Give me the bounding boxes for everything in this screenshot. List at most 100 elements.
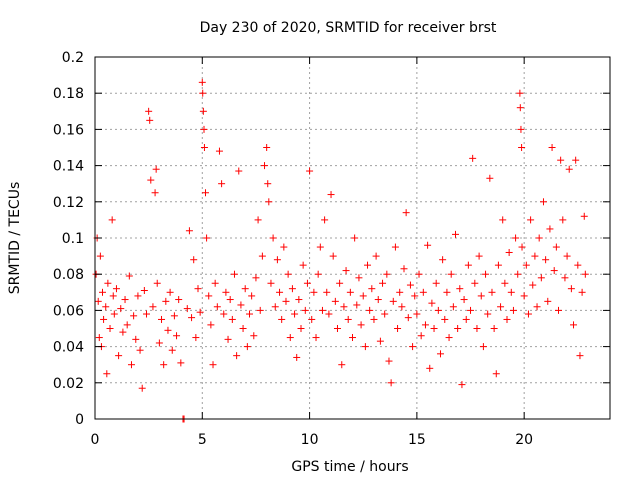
y-tick-label: 0.1 — [62, 231, 84, 247]
data-point — [443, 288, 451, 296]
data-point — [282, 297, 290, 305]
data-point — [151, 189, 159, 197]
data-point — [419, 288, 427, 296]
data-point — [576, 352, 584, 360]
data-point — [108, 216, 116, 224]
y-tick-label: 0.12 — [53, 195, 84, 211]
data-point — [303, 279, 311, 287]
data-point — [190, 256, 198, 264]
data-point — [271, 303, 279, 311]
data-point — [479, 343, 487, 351]
data-point — [535, 234, 543, 242]
data-point — [492, 370, 500, 378]
data-point — [102, 303, 110, 311]
data-point — [228, 315, 236, 323]
data-point — [168, 346, 176, 354]
data-point — [533, 303, 541, 311]
data-point — [527, 216, 535, 224]
data-point — [200, 125, 208, 133]
data-point — [211, 279, 219, 287]
data-point — [344, 315, 352, 323]
data-point — [372, 252, 380, 260]
data-point — [351, 234, 359, 242]
data-point — [338, 361, 346, 369]
data-point — [149, 303, 157, 311]
data-point — [103, 370, 111, 378]
x-tick-label: 0 — [91, 432, 100, 448]
x-axis-title: GPS time / hours — [291, 459, 408, 475]
y-tick-label: 0.14 — [53, 159, 84, 175]
data-point — [117, 305, 125, 313]
data-point — [288, 285, 296, 293]
data-point — [301, 306, 309, 314]
data-point — [220, 310, 228, 318]
data-point — [100, 315, 108, 323]
data-point — [267, 279, 275, 287]
data-point — [413, 310, 421, 318]
data-point — [398, 303, 406, 311]
data-point — [218, 180, 226, 188]
data-point — [273, 256, 281, 264]
data-point — [152, 165, 160, 173]
data-point — [467, 306, 475, 314]
data-point — [166, 288, 174, 296]
data-point — [125, 272, 133, 280]
data-point — [346, 288, 354, 296]
data-point — [143, 310, 150, 318]
data-point — [278, 315, 286, 323]
data-point — [349, 334, 356, 342]
data-point — [207, 321, 215, 329]
data-point — [325, 310, 333, 318]
data-point — [192, 334, 200, 342]
data-point — [235, 167, 243, 175]
data-point — [263, 144, 271, 151]
x-tick-label: 10 — [301, 432, 319, 448]
data-point — [226, 296, 234, 304]
data-point — [357, 321, 365, 329]
data-point — [291, 310, 299, 318]
data-point — [509, 306, 517, 314]
data-point — [471, 279, 479, 287]
data-points — [92, 78, 589, 423]
data-point — [230, 270, 238, 278]
data-point — [402, 209, 410, 217]
data-point — [185, 227, 193, 235]
data-point — [486, 174, 494, 182]
data-point — [173, 332, 181, 340]
data-point — [574, 261, 582, 269]
data-point — [110, 310, 118, 318]
data-point — [376, 337, 384, 345]
data-point — [539, 198, 547, 206]
data-point — [241, 285, 249, 293]
data-point — [293, 353, 301, 361]
data-point — [258, 252, 266, 260]
data-point — [94, 297, 102, 305]
data-point — [501, 279, 509, 287]
data-point — [409, 343, 417, 351]
data-point — [507, 288, 515, 296]
data-point — [548, 144, 556, 151]
data-point — [188, 314, 196, 322]
data-point — [529, 281, 537, 289]
data-point — [364, 261, 372, 269]
data-point — [460, 296, 468, 304]
data-point — [284, 270, 292, 278]
data-point — [99, 288, 107, 296]
data-point — [170, 312, 178, 320]
data-point — [286, 334, 294, 342]
grid-lines — [95, 57, 610, 419]
data-point — [119, 328, 127, 336]
data-point — [368, 285, 376, 293]
y-axis-title: SRMTID / TECUs — [7, 182, 23, 295]
data-point — [153, 279, 161, 287]
data-point — [462, 315, 470, 323]
data-point — [209, 361, 217, 369]
data-point — [417, 332, 425, 340]
data-point — [514, 270, 522, 278]
data-point — [428, 299, 436, 307]
data-point — [361, 343, 369, 351]
data-point — [434, 306, 442, 314]
data-point — [383, 270, 391, 278]
data-point — [503, 315, 511, 323]
